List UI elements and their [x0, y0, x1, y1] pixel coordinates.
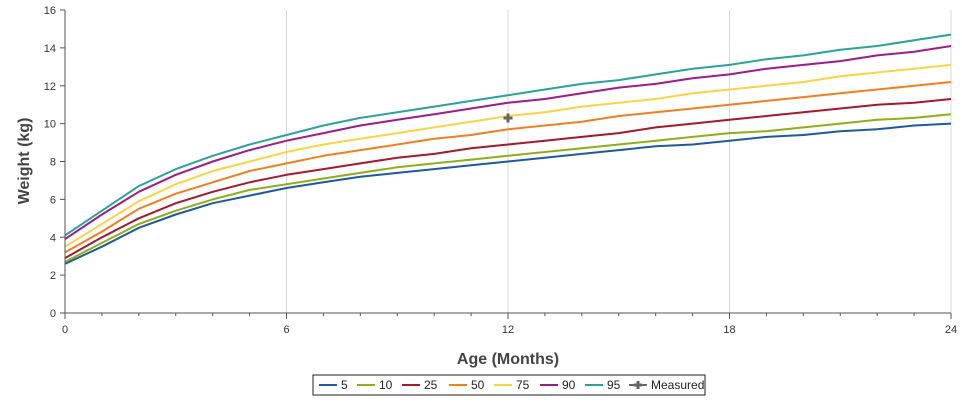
series-line-90 — [64, 45, 952, 240]
x-tick-label-0: 0 — [62, 324, 68, 336]
legend-item-95: 95 — [585, 378, 621, 392]
y-tick-label-16: 16 — [44, 5, 56, 17]
legend-label-95: 95 — [607, 378, 621, 392]
legend-label-25: 25 — [424, 378, 438, 392]
legend-label-5: 5 — [341, 378, 348, 392]
legend-label-50: 50 — [471, 378, 485, 392]
y-tick-label-14: 14 — [44, 43, 56, 55]
legend-item-25: 25 — [402, 378, 438, 392]
legend-item-90: 90 — [540, 378, 576, 392]
legend-label-10: 10 — [379, 378, 393, 392]
legend-marker-measured — [634, 381, 642, 389]
legend-item-measured: Measured — [629, 378, 704, 392]
y-tick-label-2: 2 — [50, 270, 56, 282]
legend-item-5: 5 — [319, 378, 348, 392]
legend: 5 10 25 50 75 90 95 Measured — [312, 374, 706, 396]
legend-item-50: 50 — [449, 378, 485, 392]
legend-item-75: 75 — [494, 378, 530, 392]
legend-label-75: 75 — [516, 378, 530, 392]
y-tick-label-0: 0 — [50, 308, 56, 320]
legend-label-measured: Measured — [651, 378, 704, 392]
series-line-50 — [64, 81, 952, 254]
x-tick-label-24: 24 — [945, 324, 957, 336]
grid-lines — [286, 10, 952, 313]
y-tick-label-4: 4 — [50, 232, 56, 244]
legend-label-90: 90 — [562, 378, 576, 392]
series-line-10 — [64, 113, 952, 263]
y-tick-label-12: 12 — [44, 81, 56, 93]
y-tick-label-10: 10 — [44, 119, 56, 131]
x-tick-label-12: 12 — [502, 324, 514, 336]
y-tick-label-8: 8 — [50, 157, 56, 169]
series-line-95 — [64, 33, 952, 237]
x-tick-label-6: 6 — [283, 324, 289, 336]
measured-points — [503, 113, 513, 123]
y-axis-title: Weight (kg) — [16, 118, 33, 205]
x-axis-title: Age (Months) — [457, 351, 559, 368]
measured-point-0 — [503, 113, 513, 123]
series-line-25 — [64, 98, 952, 259]
series-line-5 — [64, 122, 952, 265]
y-tick-label-6: 6 — [50, 194, 56, 206]
x-tick-label-18: 18 — [723, 324, 735, 336]
legend-item-10: 10 — [357, 378, 393, 392]
